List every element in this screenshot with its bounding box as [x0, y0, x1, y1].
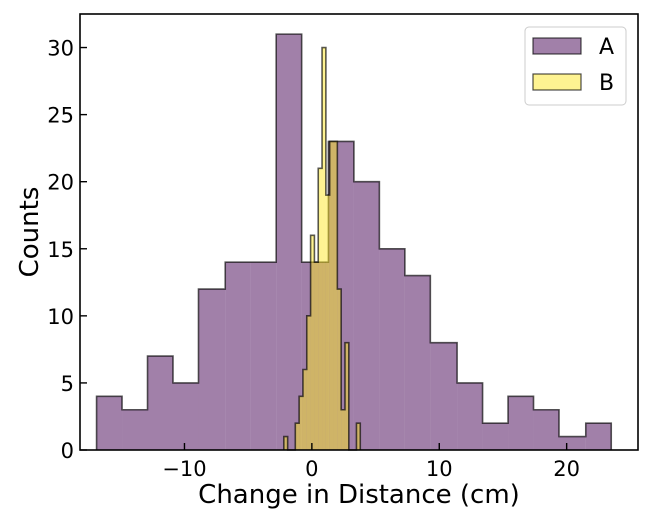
bar-b-4: [299, 396, 303, 450]
bar-a-11: [379, 248, 405, 450]
y-axis-ticks: 0 5 10 15 20 25 30: [47, 37, 87, 463]
y-tick-label-1: 5: [61, 372, 74, 396]
y-tick-label-0: 0: [61, 439, 74, 463]
bar-a-0: [96, 396, 123, 450]
bar-a-17: [533, 409, 560, 450]
x-tick-label-0: −10: [162, 457, 206, 481]
series-b-bars: [283, 46, 362, 451]
y-tick-label-6: 30: [47, 37, 74, 61]
bar-b-3: [295, 423, 300, 450]
legend-label-a: A: [599, 35, 614, 60]
bar-a-18: [559, 436, 586, 450]
bar-a-19: [585, 423, 612, 450]
bar-a-7: [276, 34, 302, 450]
bar-b-10: [322, 47, 326, 451]
x-tick-label-3: 20: [553, 457, 580, 481]
bar-b-7: [310, 235, 315, 450]
bar-a-5: [225, 262, 251, 450]
outline-a: [95, 33, 613, 450]
legend: A B: [524, 26, 627, 106]
y-tick-label-3: 15: [47, 238, 74, 262]
bar-a-4: [198, 289, 226, 450]
bar-b-14: [337, 289, 342, 450]
bar-b-13: [333, 141, 338, 450]
plot-frame: [79, 13, 639, 451]
bar-a-3: [173, 382, 199, 450]
bar-a-14: [457, 382, 483, 450]
x-tick-label-2: 10: [426, 457, 453, 481]
bar-a-1: [122, 409, 148, 450]
bar-b-5: [302, 369, 307, 450]
bar-a-12: [404, 275, 431, 450]
bar-b-8: [314, 262, 319, 450]
bar-b-12: [329, 141, 334, 450]
bar-b-11: [325, 195, 330, 450]
bar-b-0: [283, 436, 288, 450]
legend-swatch-b: [532, 73, 582, 91]
x-axis-ticks: −10 0 10 20: [162, 443, 580, 481]
bar-a-16: [508, 396, 534, 450]
legend-swatch-a: [532, 37, 582, 55]
bar-a-2: [147, 356, 173, 450]
y-tick-label-4: 20: [47, 171, 74, 195]
y-tick-label-2: 10: [47, 305, 74, 329]
y-axis-label: Counts: [15, 187, 45, 278]
bar-a-15: [482, 423, 509, 450]
bar-a-10: [353, 181, 380, 450]
bar-b-19: [356, 423, 361, 450]
x-axis-label: Change in Distance (cm): [198, 480, 520, 510]
bar-b-16: [344, 342, 349, 450]
bar-a-13: [430, 342, 458, 450]
y-tick-label-5: 25: [47, 104, 74, 128]
bar-b-6: [306, 315, 311, 450]
bar-a-6: [250, 262, 277, 450]
bar-b-9: [318, 168, 323, 450]
outline-b: [283, 46, 362, 451]
legend-label-b: B: [599, 71, 614, 96]
bar-b-15: [341, 409, 345, 450]
x-tick-label-1: 0: [305, 457, 318, 481]
